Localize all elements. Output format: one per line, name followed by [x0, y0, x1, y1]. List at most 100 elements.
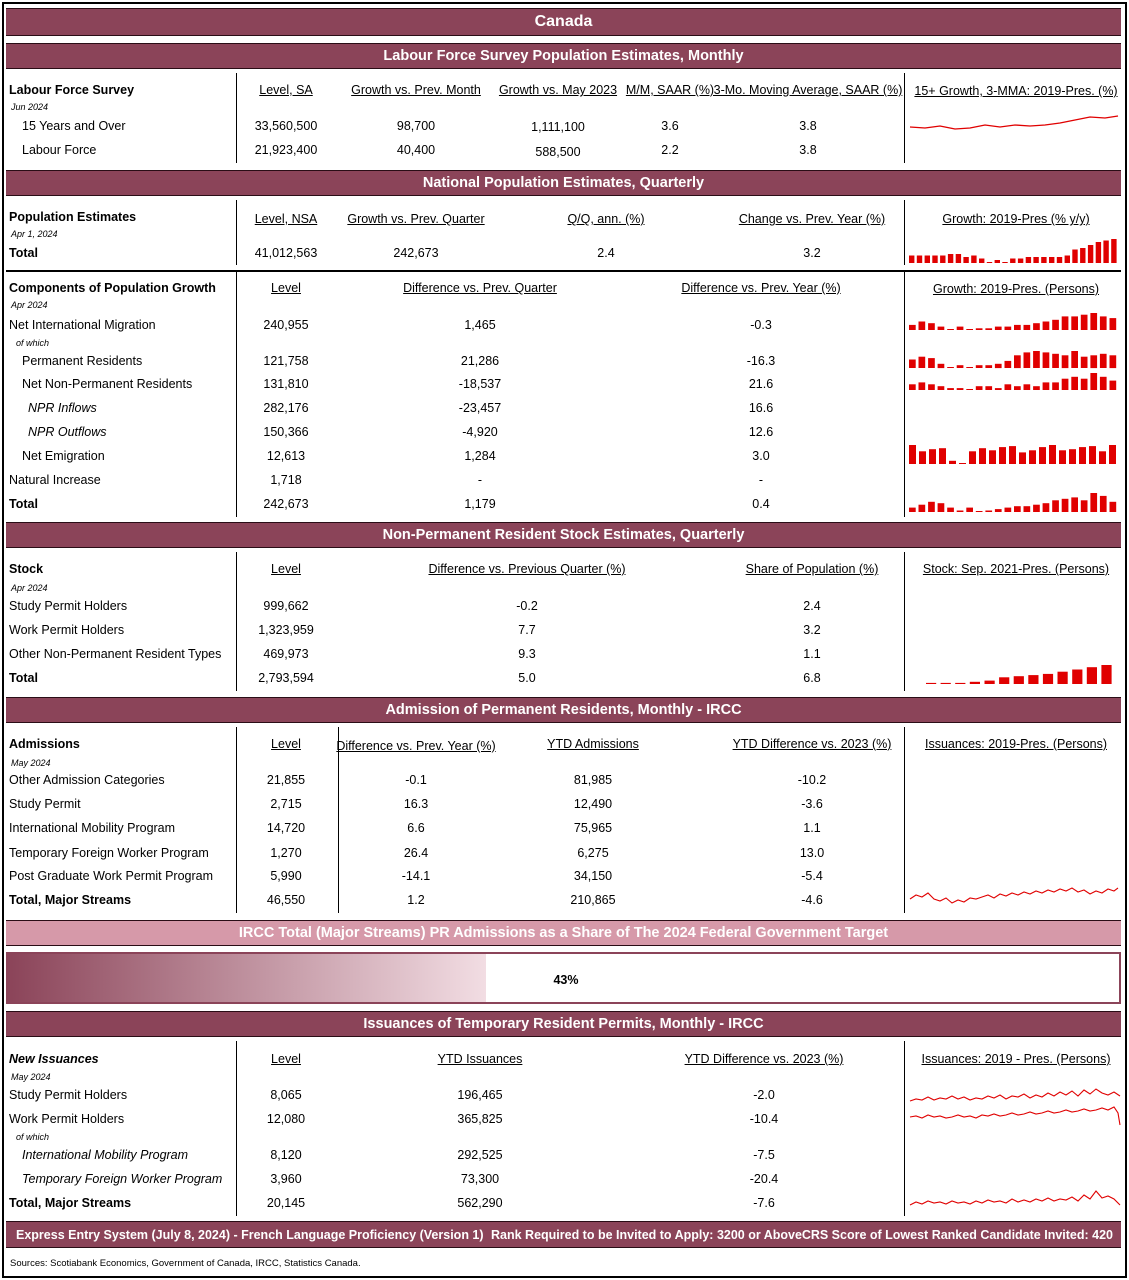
comp-bars-npr-bar	[994, 388, 1002, 390]
npe-bars-bar	[1087, 245, 1094, 263]
npe-bars-bar	[1111, 239, 1117, 263]
npr-row-label: Study Permit Holders	[9, 599, 128, 613]
npr-col: Level	[271, 562, 301, 576]
npr-cell: 5.0	[518, 671, 536, 685]
comp-cell: -0.3	[750, 318, 772, 332]
lfs-row-label: Labour Force	[22, 143, 97, 157]
npe-bars-bar	[1080, 248, 1086, 263]
comp-bars-npr-bar	[1080, 378, 1088, 390]
comp-bars-total-bar	[975, 511, 983, 512]
lfs-col-1: Growth vs. Prev. Month	[351, 83, 481, 97]
comp-bars-pr-bar	[1071, 351, 1078, 368]
comp-bars-pr-bar	[1052, 353, 1059, 368]
npe-col: Level, NSA	[254, 212, 318, 226]
comp-cell: 12,613	[266, 449, 306, 463]
lfs-chart-title: 15+ Growth, 3-MMA: 2019-Pres. (%)	[914, 84, 1118, 98]
npr-section: Stock Apr 2024 Level Difference vs. Prev…	[6, 552, 1121, 691]
comp-bars-pr-bar	[947, 367, 954, 368]
comp-bars-npr-bar	[1004, 384, 1012, 390]
pr-cell: -10.2	[797, 773, 827, 787]
sources-note: Sources: Scotiabank Economics, Governmen…	[10, 1258, 361, 1269]
comp-bars-total-bar	[985, 510, 993, 512]
lfs-col-0: Level, SA	[259, 83, 313, 97]
pr-row-label: Total, Major Streams	[9, 893, 132, 907]
trp-cell: 3,960	[270, 1172, 302, 1186]
npe-row-label: Total	[9, 246, 38, 260]
comp-cell: 12.6	[748, 425, 774, 439]
trp-row-label: Total, Major Streams	[9, 1196, 132, 1210]
comp-bars-nim-bar	[1033, 323, 1040, 330]
npe-bars-bar	[1002, 262, 1008, 263]
comp-bars-nim-bar	[994, 326, 1002, 330]
npr-bars-bar	[955, 682, 966, 684]
pr-cell: 34,150	[573, 869, 613, 883]
npe-col: Q/Q, ann. (%)	[567, 212, 645, 226]
lfs-header: Labour Force Survey Population Estimates…	[6, 43, 1121, 69]
comp-bars-pr-bar	[956, 365, 964, 368]
comp-bars-total-bar	[1090, 493, 1098, 512]
trp-label: New Issuances	[9, 1052, 99, 1066]
comp-bars-pr-bar	[928, 358, 935, 368]
npe-header: National Population Estimates, Quarterly	[6, 170, 1121, 196]
comp-bars-npr-bar	[1042, 382, 1050, 390]
npr-bars-bar	[1057, 671, 1068, 684]
npe-date: Apr 1, 2024	[11, 229, 58, 239]
pr-cell: 14,720	[266, 821, 306, 835]
npr-header: Non-Permanent Resident Stock Estimates, …	[6, 522, 1121, 548]
comp-bars-npr-bar	[956, 388, 964, 390]
comp-bars-nim-bar	[1080, 314, 1088, 330]
npr-row-label: Work Permit Holders	[9, 623, 125, 637]
npe-cell: 242,673	[393, 246, 439, 260]
comp-bars-nim-bar	[928, 323, 935, 330]
comp-bars-total-bar	[1061, 498, 1069, 512]
npr-cell: 7.7	[518, 623, 536, 637]
comp-bars-nim-bar	[966, 329, 973, 330]
comp-bars-npr-bar	[1099, 376, 1107, 390]
pr-cell: -14.1	[401, 869, 431, 883]
comp-bars-npr-bar	[1109, 380, 1117, 390]
comp-bars-emig-bar	[1099, 451, 1106, 464]
comp-bars-total-bar	[928, 501, 935, 512]
npe-bars-bar	[1010, 258, 1016, 263]
comp-col: Difference vs. Prev. Quarter	[403, 281, 557, 295]
comp-bars-total-bar	[994, 509, 1002, 512]
trp-cell: 20,145	[266, 1196, 306, 1210]
npr-date: Apr 2024	[11, 583, 48, 593]
comp-bars-nim-bar	[1023, 324, 1031, 330]
trp-section: New Issuances May 2024 Level YTD Issuanc…	[6, 1041, 1121, 1216]
comp-bars-nim-bar	[975, 328, 983, 330]
npr-cell: 999,662	[263, 599, 309, 613]
lfs-label: Labour Force Survey	[9, 83, 135, 97]
comp-bars-total-bar	[1023, 506, 1031, 512]
npr-label: Stock	[9, 562, 44, 576]
comp-cell: -18,537	[458, 377, 502, 391]
pr-section: Admissions May 2024 Level Difference vs.…	[6, 727, 1121, 913]
npr-cell: 3.2	[803, 623, 821, 637]
comp-col: Level	[271, 281, 301, 295]
npe-bars-bar	[971, 255, 977, 263]
comp-bars-pr-bar	[1004, 360, 1012, 368]
npe-bars-bar	[994, 260, 1000, 263]
page-title: Canada	[6, 8, 1121, 36]
npr-cell: 2,793,594	[258, 671, 314, 685]
comp-bars-emig-bar	[1079, 447, 1086, 464]
npr-bars-bar	[1086, 667, 1097, 684]
express-entry-bar: Express Entry System (July 8, 2024) - Fr…	[6, 1221, 1121, 1248]
comp-bars-nim-bar	[909, 324, 916, 330]
comp-row-label: NPR Outflows	[28, 425, 107, 439]
trp-chart-title: Issuances: 2019 - Pres. (Persons)	[921, 1052, 1111, 1066]
pr-cell: 210,865	[570, 893, 616, 907]
comp-bars-nim-bar	[1014, 324, 1021, 330]
pr-cell: 1.1	[803, 821, 821, 835]
comp-bars-emig-bar	[1089, 446, 1096, 464]
of-which-label: of which	[16, 338, 50, 348]
comp-cell: 21,286	[460, 354, 500, 368]
comp-bars-npr-bar	[1071, 376, 1078, 390]
npr-cell: 6.8	[803, 671, 821, 685]
pr-cell: 2,715	[270, 797, 302, 811]
pr-cell: 46,550	[266, 893, 306, 907]
comp-bars-total-bar	[1004, 507, 1012, 512]
comp-cell: 282,176	[263, 401, 309, 415]
comp-bars-pr-bar	[1033, 351, 1040, 368]
comp-chart-title: Growth: 2019-Pres. (Persons)	[932, 282, 1100, 296]
